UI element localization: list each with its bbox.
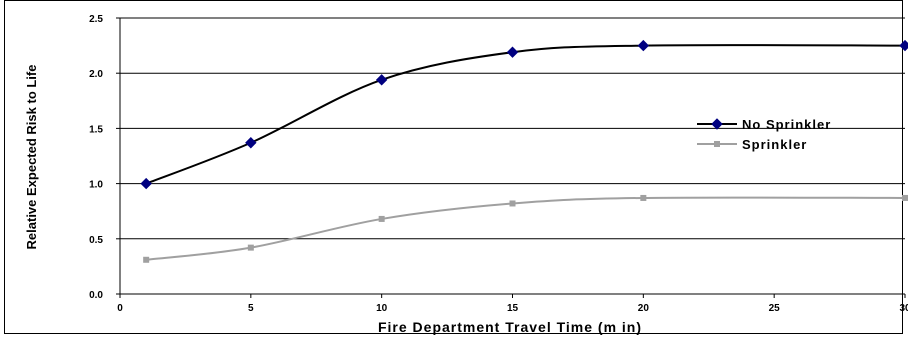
- axes: [116, 17, 906, 298]
- data-point: [637, 39, 650, 52]
- x-tick-label: 10: [376, 303, 388, 314]
- data-point: [378, 215, 385, 222]
- y-tick-label: 1.0: [89, 180, 103, 191]
- gridlines: [120, 17, 905, 240]
- data-point: [640, 194, 647, 201]
- y-tick-label: 1.5: [89, 124, 103, 135]
- x-tick-label: 25: [769, 303, 781, 314]
- x-tick-label: 20: [638, 303, 650, 314]
- legend-label: Sprinkler: [742, 137, 807, 152]
- data-point: [245, 137, 257, 149]
- x-tick-label: 15: [507, 303, 519, 314]
- chart-outer-border: [4, 0, 903, 334]
- data-point: [509, 200, 516, 207]
- legend-marker: [711, 118, 723, 130]
- x-axis-label: Fire Department Travel Time (m in): [378, 319, 642, 335]
- x-tick-label: 0: [117, 303, 123, 314]
- data-point: [375, 74, 388, 86]
- y-tick-label: 0.5: [89, 235, 103, 246]
- x-tick-label: 30: [899, 303, 908, 314]
- legend-marker: [714, 141, 720, 147]
- legend-item: Sprinkler: [697, 137, 807, 152]
- series-0: [140, 39, 908, 190]
- y-tick-label: 2.5: [89, 14, 103, 25]
- data-point: [899, 39, 908, 52]
- data-point: [247, 244, 254, 251]
- y-tick-label: 0.0: [89, 290, 103, 301]
- data-point: [143, 256, 150, 263]
- y-axis-label: Relative Expected Risk to Life: [24, 65, 39, 250]
- y-tick-label: 2.0: [89, 69, 103, 80]
- series: [140, 39, 908, 263]
- legend: No Sprinkler Sprinkler: [697, 117, 831, 152]
- data-point: [506, 46, 519, 58]
- data-point: [902, 194, 908, 201]
- legend-label: No Sprinkler: [742, 117, 831, 132]
- legend-item: No Sprinkler: [697, 117, 831, 132]
- x-tick-label: 5: [248, 303, 254, 314]
- tick-labels: 0.0 0.5 1.0 1.5 2.0 2.5 0 5 10 15 20 25 30: [89, 14, 908, 314]
- data-point: [140, 177, 152, 190]
- series-1: [143, 194, 908, 263]
